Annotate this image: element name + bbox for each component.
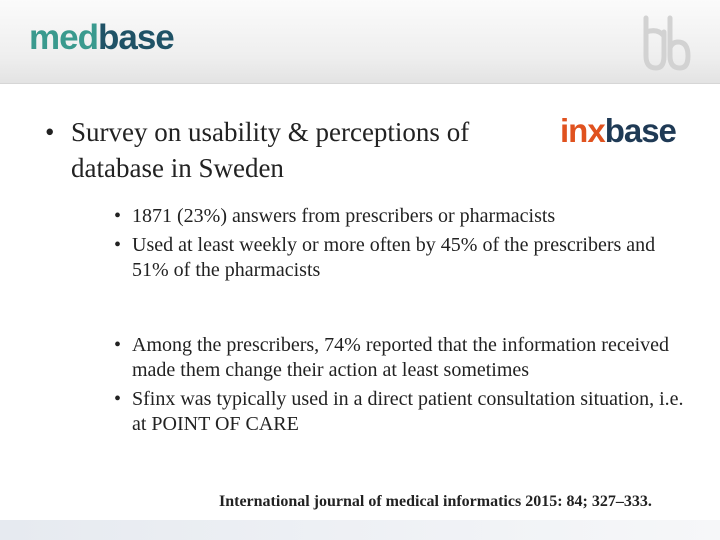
main-bullet: • Survey on usability & perceptions of d…	[45, 114, 591, 186]
inxbase-logo-inx: inx	[560, 112, 606, 149]
bullet-group-1: • 1871 (23%) answers from prescribers or…	[114, 204, 694, 287]
db-watermark-icon	[643, 15, 691, 71]
list-item: • Used at least weekly or more often by …	[114, 233, 694, 283]
list-item-text: Sfinx was typically used in a direct pat…	[132, 388, 684, 435]
bullet-marker: •	[114, 388, 122, 410]
header-band: medbase	[0, 0, 720, 84]
bullet-marker: •	[45, 117, 55, 147]
list-item: • Sfinx was typically used in a direct p…	[114, 387, 694, 437]
list-item-text: Used at least weekly or more often by 45…	[132, 234, 656, 281]
list-item: • Among the prescribers, 74% reported th…	[114, 333, 694, 383]
citation: International journal of medical informa…	[219, 493, 652, 510]
main-bullet-text: Survey on usability & perceptions of	[71, 117, 470, 147]
list-item: • 1871 (23%) answers from prescribers or…	[114, 204, 694, 229]
footer-bar	[0, 520, 720, 540]
medbase-logo: medbase	[29, 18, 175, 58]
list-item-text: 1871 (23%) answers from prescribers or p…	[132, 205, 556, 227]
logo-text-med: med	[29, 18, 99, 57]
bullet-group-2: • Among the prescribers, 74% reported th…	[114, 333, 694, 441]
bullet-marker: •	[114, 234, 122, 256]
bullet-marker: •	[114, 205, 122, 227]
logo-text-base: base	[97, 18, 175, 57]
list-item-text: Among the prescribers, 74% reported that…	[132, 334, 670, 381]
inxbase-logo: inxbase	[560, 111, 677, 151]
main-bullet-text-line2: database in Sweden	[71, 153, 284, 183]
inxbase-logo-base: base	[604, 112, 677, 149]
bullet-marker: •	[114, 334, 122, 356]
